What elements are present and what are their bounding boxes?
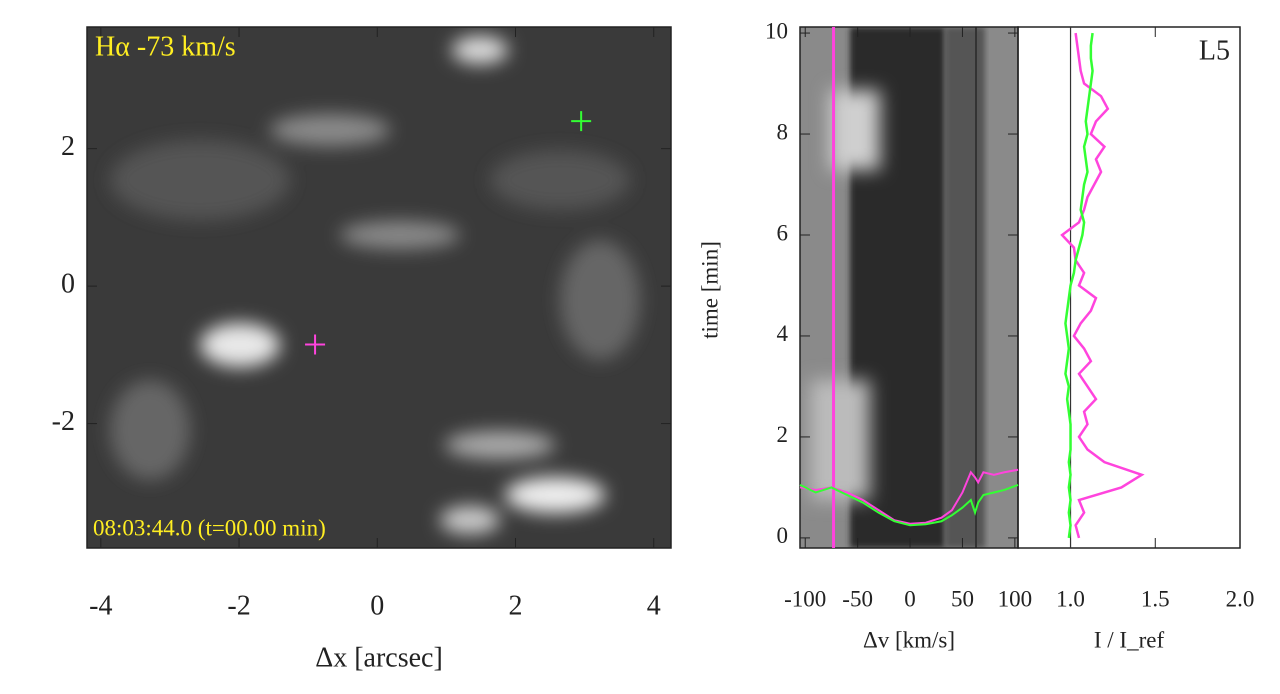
x-tick-label: 50 bbox=[951, 586, 974, 611]
solar-image bbox=[87, 27, 671, 548]
y-tick-label: 0 bbox=[777, 523, 789, 548]
y-tick-label: 6 bbox=[777, 220, 789, 245]
profile-line bbox=[799, 468, 1019, 525]
x-tick-label: -2 bbox=[227, 590, 250, 621]
y-tick-label: 10 bbox=[765, 18, 788, 43]
x-tick-label: -100 bbox=[784, 586, 826, 611]
frame bbox=[86, 26, 672, 549]
y-tick-label: 4 bbox=[777, 321, 789, 346]
timestamp: 08:03:44.0 (t=00.00 min) bbox=[93, 515, 326, 540]
y-tick-label: 8 bbox=[777, 119, 789, 144]
y-axis-label: time [min] bbox=[697, 241, 722, 339]
x-axis-label: Δx [arcsec] bbox=[315, 642, 443, 673]
frame bbox=[1017, 26, 1241, 549]
intensity-line bbox=[1060, 32, 1145, 539]
y-tick-label: -2 bbox=[52, 406, 75, 437]
x-axis-label: I / I_ref bbox=[1094, 627, 1165, 652]
marker bbox=[305, 334, 326, 355]
x-tick-label: 2 bbox=[508, 590, 522, 621]
x-tick-label: 1.0 bbox=[1056, 586, 1085, 611]
x-tick-label: 0 bbox=[904, 586, 916, 611]
y-tick-label: 0 bbox=[61, 269, 75, 300]
panel-label: L5 bbox=[1199, 35, 1230, 66]
marker bbox=[571, 111, 592, 132]
y-tick-label: 2 bbox=[61, 131, 75, 162]
x-tick-label: 100 bbox=[998, 586, 1033, 611]
x-axis-label: Δv [km/s] bbox=[863, 627, 955, 652]
profile-line bbox=[799, 483, 1019, 527]
x-tick-label: 0 bbox=[370, 590, 384, 621]
x-tick-label: -4 bbox=[89, 590, 112, 621]
x-tick-label: 1.5 bbox=[1141, 586, 1170, 611]
spectrogram bbox=[800, 27, 1018, 548]
y-tick-label: 2 bbox=[777, 422, 789, 447]
x-tick-label: 4 bbox=[647, 590, 661, 621]
intensity-line bbox=[1064, 32, 1094, 539]
panel-title: Hα -73 km/s bbox=[95, 31, 236, 62]
x-tick-label: -50 bbox=[842, 586, 873, 611]
x-tick-label: 2.0 bbox=[1226, 586, 1255, 611]
